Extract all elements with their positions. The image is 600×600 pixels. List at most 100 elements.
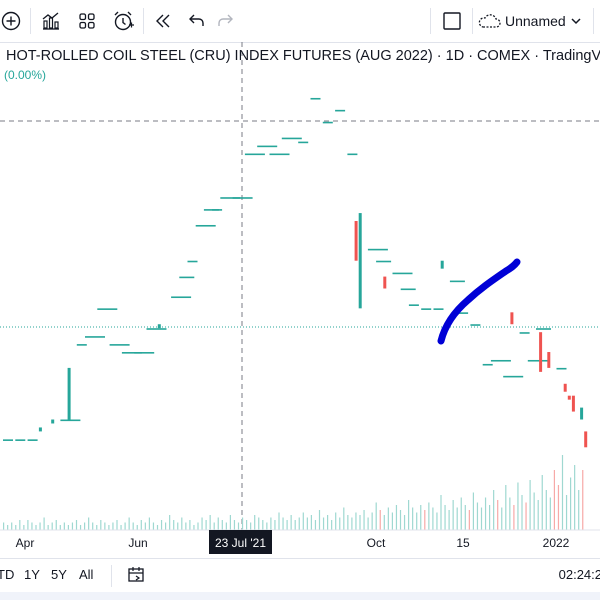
- candle: [547, 352, 551, 368]
- undo-icon[interactable]: [182, 6, 212, 36]
- candle: [392, 272, 413, 275]
- volume-bar: [420, 505, 422, 530]
- candle: [421, 308, 432, 310]
- volume-bar: [100, 520, 102, 530]
- range-button-1y[interactable]: 1Y: [24, 567, 40, 582]
- cloud-icon[interactable]: [474, 6, 504, 36]
- crosshair-date-label: 23 Jul '21: [215, 536, 266, 550]
- bottom-toolbar: TD 1Y 5Y All 02:24:2: [0, 558, 600, 593]
- volume-bar: [108, 525, 110, 530]
- toolbar-separator: [30, 8, 31, 34]
- volume-bar: [35, 525, 37, 530]
- candle: [212, 209, 223, 211]
- volume-bar: [452, 500, 454, 530]
- volume-bar: [497, 500, 499, 530]
- volume-bar: [84, 522, 86, 530]
- candle: [580, 407, 584, 420]
- candle: [281, 137, 302, 140]
- volume-bar: [47, 525, 49, 530]
- price-chart[interactable]: Apr Jun Oct 15 2022 23 Jul '21: [0, 42, 600, 558]
- candle: [470, 324, 481, 326]
- volume-bar: [205, 520, 207, 530]
- indicators-icon[interactable]: [36, 6, 66, 36]
- range-button-all[interactable]: All: [79, 567, 94, 582]
- x-tick-label: 15: [456, 536, 470, 550]
- candle: [310, 97, 321, 100]
- volume-bar: [250, 522, 252, 530]
- volume-bar: [59, 525, 61, 530]
- fullscreen-icon[interactable]: [437, 6, 467, 36]
- volume-bar: [355, 512, 357, 530]
- add-symbol-icon[interactable]: [0, 6, 26, 36]
- volume-bar: [225, 522, 227, 530]
- toolbar-separator: [472, 8, 473, 34]
- candle: [257, 145, 278, 148]
- range-button-5y[interactable]: 5Y: [51, 567, 67, 582]
- volume-bar: [403, 515, 406, 530]
- volume-bar: [517, 482, 519, 530]
- volume-bar: [258, 517, 260, 530]
- candle: [121, 352, 142, 354]
- volume-bar: [217, 517, 219, 530]
- candle: [27, 439, 38, 441]
- candle: [449, 280, 465, 283]
- templates-icon[interactable]: [72, 6, 102, 36]
- candle: [563, 383, 567, 392]
- range-button-ytd[interactable]: TD: [0, 567, 15, 582]
- volume-bar: [549, 497, 551, 530]
- volume-bar: [246, 520, 248, 530]
- volume-bar: [270, 517, 272, 530]
- volume-bar: [104, 522, 106, 530]
- candle: [358, 213, 362, 309]
- time-axis: Apr Jun Oct 15 2022: [16, 536, 570, 550]
- volume-bar: [533, 492, 535, 530]
- candle: [490, 359, 511, 362]
- volume-bar: [148, 517, 150, 530]
- volume-bar: [23, 525, 25, 530]
- volume-bar: [460, 497, 462, 530]
- alert-icon[interactable]: [108, 6, 138, 36]
- candle: [536, 328, 551, 330]
- volume-bar: [424, 510, 426, 530]
- volume-bar: [493, 490, 495, 530]
- volume-bar: [55, 520, 57, 530]
- candle: [539, 332, 543, 372]
- volume-bar: [375, 502, 377, 530]
- volume-bar: [525, 502, 527, 530]
- change-percent: (0.00%): [4, 68, 47, 82]
- volume-bar: [7, 525, 9, 530]
- volume-bar: [152, 522, 155, 530]
- toolbar-separator: [430, 8, 431, 34]
- candle: [76, 344, 87, 346]
- candle: [157, 324, 161, 329]
- volume-bar: [160, 520, 163, 530]
- volume-bar: [286, 520, 288, 530]
- candle: [269, 153, 290, 156]
- x-tick-label: Jun: [128, 536, 147, 550]
- layout-name[interactable]: Unnamed: [505, 13, 566, 29]
- volume-bar: [456, 507, 458, 530]
- chevron-down-icon[interactable]: [561, 6, 591, 36]
- candles: [3, 97, 588, 448]
- volume-bar: [75, 520, 78, 530]
- volume-bar: [233, 520, 236, 530]
- volume-bar: [209, 515, 211, 530]
- volume-bar: [181, 517, 183, 530]
- volume-bar: [570, 477, 572, 530]
- date-range-icon[interactable]: [127, 566, 145, 587]
- volume-bar: [31, 522, 33, 530]
- volume-bar: [136, 525, 138, 530]
- volume-bar: [513, 505, 515, 530]
- candle: [440, 260, 444, 269]
- volume-bars: [3, 455, 584, 530]
- x-tick-label: Apr: [16, 536, 35, 550]
- redo-icon[interactable]: [210, 6, 240, 36]
- chart-title: HOT-ROLLED COIL STEEL (CRU) INDEX FUTURE…: [6, 48, 600, 64]
- replay-icon[interactable]: [148, 6, 178, 36]
- volume-bar: [383, 515, 385, 530]
- volume-bar: [169, 515, 171, 530]
- volume-bar: [177, 522, 179, 530]
- volume-bar: [96, 525, 98, 530]
- bottom-panel-strip: [0, 592, 600, 600]
- candle: [67, 367, 71, 420]
